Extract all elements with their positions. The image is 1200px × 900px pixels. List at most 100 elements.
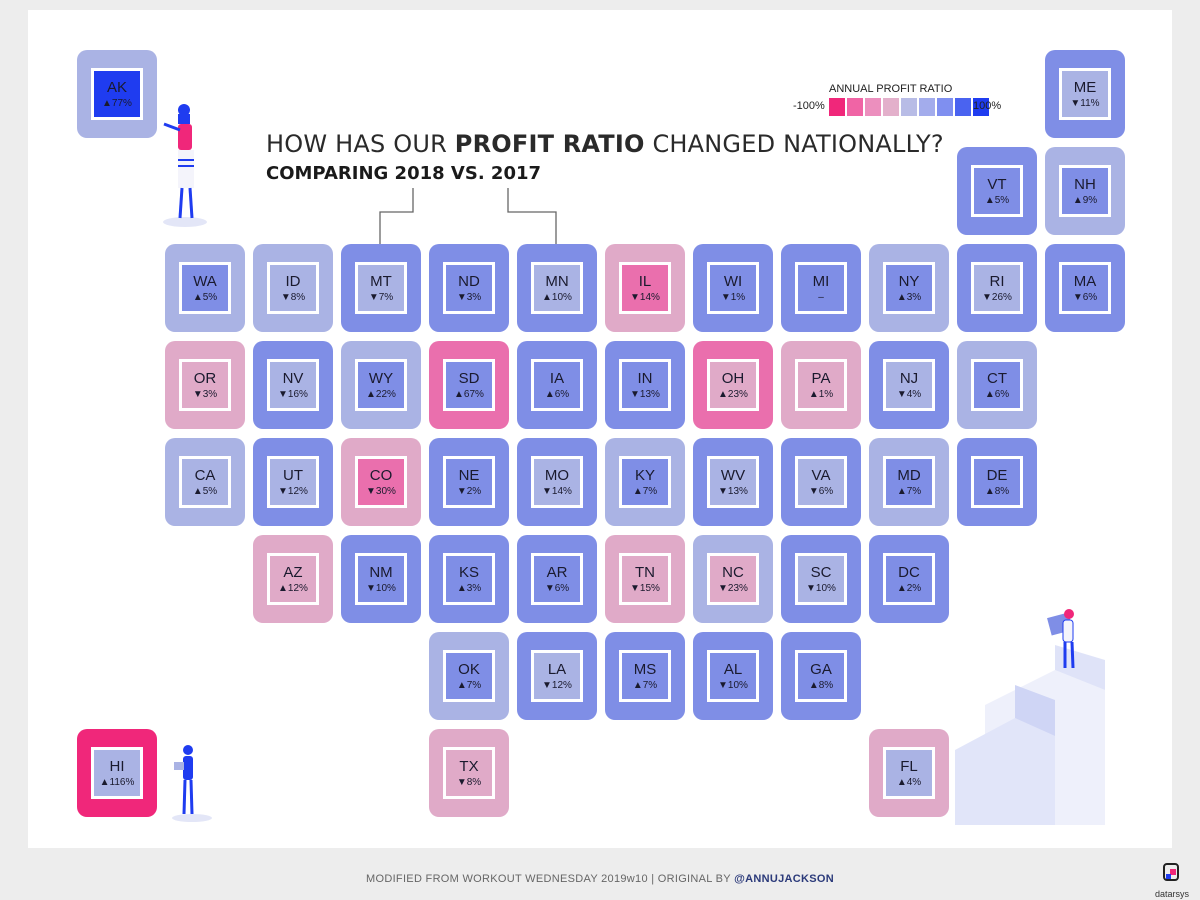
legend-color-scale [829,98,989,116]
state-tile-inner: MS ▲7% [619,650,671,702]
state-abbreviation: WY [368,369,394,387]
state-tile-inner: IL ▼14% [619,262,671,314]
state-tile-me[interactable]: ME ▼11% [1045,50,1125,138]
state-tile-tn[interactable]: TN ▼15% [605,535,685,623]
state-tile-ne[interactable]: NE ▼2% [429,438,509,526]
state-abbreviation: HI [109,757,125,775]
state-tile-fl[interactable]: FL ▲4% [869,729,949,817]
state-tile-dc[interactable]: DC ▲2% [869,535,949,623]
state-abbreviation: IN [637,369,653,387]
state-tile-la[interactable]: LA ▼12% [517,632,597,720]
state-tile-ms[interactable]: MS ▲7% [605,632,685,720]
author-credit-link[interactable]: @ANNUJACKSON [734,873,834,885]
state-abbreviation: LA [547,660,567,678]
state-tile-ky[interactable]: KY ▲7% [605,438,685,526]
state-tile-inner: WA ▲5% [179,262,231,314]
state-tile-ia[interactable]: IA ▲6% [517,341,597,429]
profit-ratio-change: ▲2% [896,582,922,594]
profit-ratio-change: ▼10% [366,582,396,594]
state-abbreviation: MT [370,272,392,290]
state-tile-inner: IN ▼13% [619,359,671,411]
state-abbreviation: NE [458,466,480,484]
profit-ratio-change: ▲7% [896,485,922,497]
state-tile-ks[interactable]: KS ▲3% [429,535,509,623]
state-tile-ak[interactable]: AK ▲77% [77,50,157,138]
state-tile-ny[interactable]: NY ▲3% [869,244,949,332]
state-tile-az[interactable]: AZ ▲12% [253,535,333,623]
state-tile-vt[interactable]: VT ▲5% [957,147,1037,235]
state-tile-inner: ID ▼8% [267,262,319,314]
state-tile-ma[interactable]: MA ▼6% [1045,244,1125,332]
state-tile-inner: AK ▲77% [91,68,143,120]
legend-min-label: -100% [793,100,825,112]
state-tile-mi[interactable]: MI – [781,244,861,332]
state-tile-pa[interactable]: PA ▲1% [781,341,861,429]
state-tile-inner: OR ▼3% [179,359,231,411]
state-tile-de[interactable]: DE ▲8% [957,438,1037,526]
state-tile-ct[interactable]: CT ▲6% [957,341,1037,429]
footer-attribution: MODIFIED FROM WORKOUT WEDNESDAY 2019w10 … [366,873,834,885]
profit-ratio-change: ▼8% [280,291,306,303]
state-tile-ca[interactable]: CA ▲5% [165,438,245,526]
profit-ratio-change: ▼6% [544,582,570,594]
state-tile-inner: NE ▼2% [443,456,495,508]
state-tile-or[interactable]: OR ▼3% [165,341,245,429]
state-tile-il[interactable]: IL ▼14% [605,244,685,332]
state-abbreviation: MA [1073,272,1097,290]
state-tile-inner: OK ▲7% [443,650,495,702]
man-with-tablet-illustration [172,745,212,822]
state-tile-ut[interactable]: UT ▼12% [253,438,333,526]
state-abbreviation: AK [106,78,127,96]
legend-title: ANNUAL PROFIT RATIO [829,83,953,95]
state-abbreviation: OH [721,369,745,387]
state-tile-inner: NH ▲9% [1059,165,1111,217]
state-tile-nv[interactable]: NV ▼16% [253,341,333,429]
profit-ratio-change: ▼6% [1072,291,1098,303]
state-tile-sd[interactable]: SD ▲67% [429,341,509,429]
state-tile-ga[interactable]: GA ▲8% [781,632,861,720]
state-tile-ok[interactable]: OK ▲7% [429,632,509,720]
state-tile-nd[interactable]: ND ▼3% [429,244,509,332]
state-tile-mn[interactable]: MN ▲10% [517,244,597,332]
state-tile-wy[interactable]: WY ▲22% [341,341,421,429]
state-tile-co[interactable]: CO ▼30% [341,438,421,526]
state-tile-in[interactable]: IN ▼13% [605,341,685,429]
state-abbreviation: VT [987,175,1007,193]
state-tile-nc[interactable]: NC ▼23% [693,535,773,623]
profit-ratio-change: ▼15% [630,582,660,594]
state-tile-tx[interactable]: TX ▼8% [429,729,509,817]
state-tile-ar[interactable]: AR ▼6% [517,535,597,623]
state-tile-inner: KY ▲7% [619,456,671,508]
state-tile-mo[interactable]: MO ▼14% [517,438,597,526]
state-tile-inner: ME ▼11% [1059,68,1111,120]
state-tile-ri[interactable]: RI ▼26% [957,244,1037,332]
profit-ratio-change: ▲3% [456,582,482,594]
state-tile-wv[interactable]: WV ▼13% [693,438,773,526]
profit-ratio-change: ▲67% [454,388,484,400]
state-tile-sc[interactable]: SC ▼10% [781,535,861,623]
state-tile-nh[interactable]: NH ▲9% [1045,147,1125,235]
state-abbreviation: UT [283,466,303,484]
state-tile-oh[interactable]: OH ▲23% [693,341,773,429]
profit-ratio-change: ▼8% [456,776,482,788]
state-abbreviation: WA [193,272,217,290]
profit-ratio-change: – [818,291,824,303]
profit-ratio-change: ▼6% [808,485,834,497]
state-tile-inner: DC ▲2% [883,553,935,605]
state-tile-md[interactable]: MD ▲7% [869,438,949,526]
state-abbreviation: SD [458,369,480,387]
state-tile-nj[interactable]: NJ ▼4% [869,341,949,429]
state-tile-hi[interactable]: HI ▲116% [77,729,157,817]
state-tile-al[interactable]: AL ▼10% [693,632,773,720]
state-tile-va[interactable]: VA ▼6% [781,438,861,526]
state-tile-wa[interactable]: WA ▲5% [165,244,245,332]
state-abbreviation: NJ [899,369,919,387]
profit-ratio-change: ▼11% [1070,97,1100,109]
state-tile-nm[interactable]: NM ▼10% [341,535,421,623]
state-tile-wi[interactable]: WI ▼1% [693,244,773,332]
state-tile-id[interactable]: ID ▼8% [253,244,333,332]
state-tile-mt[interactable]: MT ▼7% [341,244,421,332]
state-abbreviation: OK [458,660,480,678]
state-abbreviation: RI [989,272,1005,290]
state-tile-inner: RI ▼26% [971,262,1023,314]
